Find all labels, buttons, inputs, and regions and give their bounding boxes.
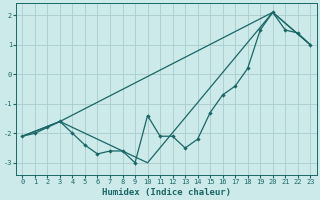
X-axis label: Humidex (Indice chaleur): Humidex (Indice chaleur) (102, 188, 231, 197)
